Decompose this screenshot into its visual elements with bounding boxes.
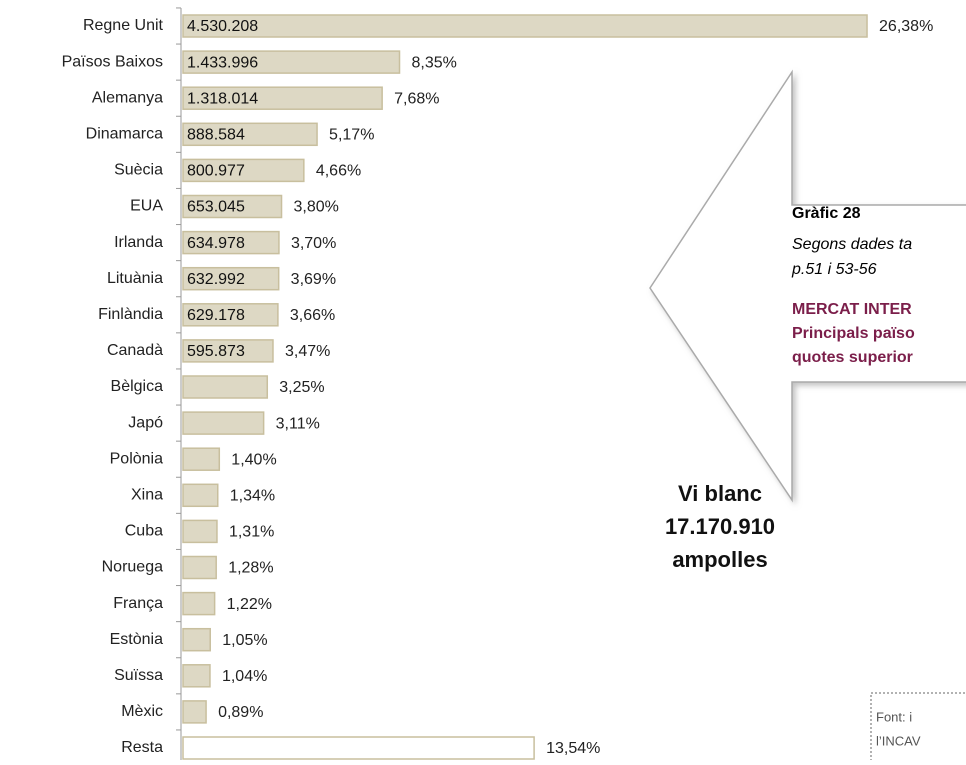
bar [182, 447, 221, 471]
value-label: 1,31% [229, 524, 274, 541]
value-label: 3,25% [279, 379, 324, 396]
value-label: 1,05% [222, 632, 267, 649]
source-text: l’INCAV [876, 733, 921, 748]
category-label: Cuba [125, 523, 163, 540]
value-label: 3,70% [291, 235, 336, 252]
callout-text: Vi blanc [678, 481, 762, 506]
value-label: 0,89% [218, 704, 263, 721]
category-label: Suècia [114, 162, 163, 179]
value-label: 1,04% [222, 668, 267, 685]
category-label: Països Baixos [62, 53, 163, 70]
value-label: 1,22% [227, 596, 272, 613]
category-label: Canadà [107, 342, 163, 359]
value-label: 3,69% [291, 271, 336, 288]
bar [182, 194, 283, 219]
bottle-label: 632.992 [187, 271, 245, 288]
category-label: Irlanda [114, 234, 163, 251]
value-label: 8,35% [412, 54, 457, 71]
box-subtitle: Segons dades ta [792, 236, 912, 253]
value-label: 5,17% [329, 127, 374, 144]
source-box [870, 692, 966, 765]
bar [182, 519, 218, 544]
bottle-label: 653.045 [187, 199, 245, 216]
bar [182, 375, 269, 399]
box-heading: quotes superior [792, 349, 913, 366]
value-label: 3,66% [290, 307, 335, 324]
bar [182, 230, 280, 255]
box-heading: Principals païso [792, 325, 915, 342]
value-label: 3,47% [285, 343, 330, 360]
category-label: Alemanya [92, 89, 163, 106]
box-subtitle: p.51 i 53-56 [791, 261, 877, 278]
category-label: Mèxic [121, 703, 163, 720]
bottle-label: 4.530.208 [187, 18, 258, 35]
bar [182, 303, 279, 327]
category-label: Bèlgica [111, 378, 164, 395]
category-label: França [113, 595, 163, 612]
bar [182, 700, 207, 724]
value-label: 4,66% [316, 163, 361, 180]
bar [182, 627, 211, 652]
bottle-label: 800.977 [187, 163, 245, 180]
bar [182, 555, 217, 580]
value-label: 1,40% [231, 451, 276, 468]
category-label: Regne Unit [83, 17, 164, 34]
bar [182, 411, 265, 435]
category-label: EUA [130, 198, 163, 215]
callout-text: 17.170.910 [665, 514, 775, 539]
bottle-label: 629.178 [187, 307, 245, 324]
category-label: Suïssa [114, 667, 163, 684]
bar [182, 86, 383, 110]
category-label: Estònia [110, 631, 163, 648]
source-text: Font: i [876, 709, 912, 724]
category-label: Japó [128, 414, 163, 431]
bottle-label: 888.584 [187, 127, 245, 144]
value-label: 26,38% [879, 18, 933, 35]
box-heading: MERCAT INTER [792, 301, 912, 318]
bottle-label: 595.873 [187, 343, 245, 360]
category-label: Resta [121, 739, 163, 756]
category-label: Lituània [107, 270, 163, 287]
bottle-label: 1.433.996 [187, 54, 258, 71]
value-label: 7,68% [394, 90, 439, 107]
callout-arrow [649, 69, 966, 503]
bottle-label: 634.978 [187, 235, 245, 252]
category-label: Noruega [102, 559, 163, 576]
category-label: Xina [131, 487, 163, 504]
value-label: 13,54% [546, 740, 600, 757]
value-label: 3,11% [276, 415, 320, 432]
value-label: 1,28% [228, 560, 273, 577]
bar [182, 339, 274, 363]
bottle-label: 1.318.014 [187, 90, 258, 107]
bar [182, 50, 401, 74]
callout-text: ampolles [672, 547, 767, 572]
bar [182, 14, 868, 38]
value-label: 1,34% [230, 488, 275, 505]
bar [182, 483, 219, 508]
box-title: Gràfic 28 [792, 205, 861, 222]
category-label: Finlàndia [98, 306, 163, 323]
bar [182, 664, 211, 688]
category-label: Polònia [110, 450, 163, 467]
bar [182, 591, 216, 616]
bar [182, 122, 318, 147]
bar [182, 266, 280, 291]
category-label: Dinamarca [86, 126, 163, 143]
value-label: 3,80% [294, 199, 339, 216]
bar [182, 158, 305, 183]
bar [182, 736, 535, 760]
